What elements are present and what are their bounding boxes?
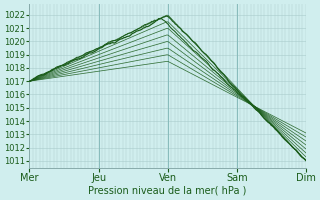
X-axis label: Pression niveau de la mer( hPa ): Pression niveau de la mer( hPa ) bbox=[89, 186, 247, 196]
